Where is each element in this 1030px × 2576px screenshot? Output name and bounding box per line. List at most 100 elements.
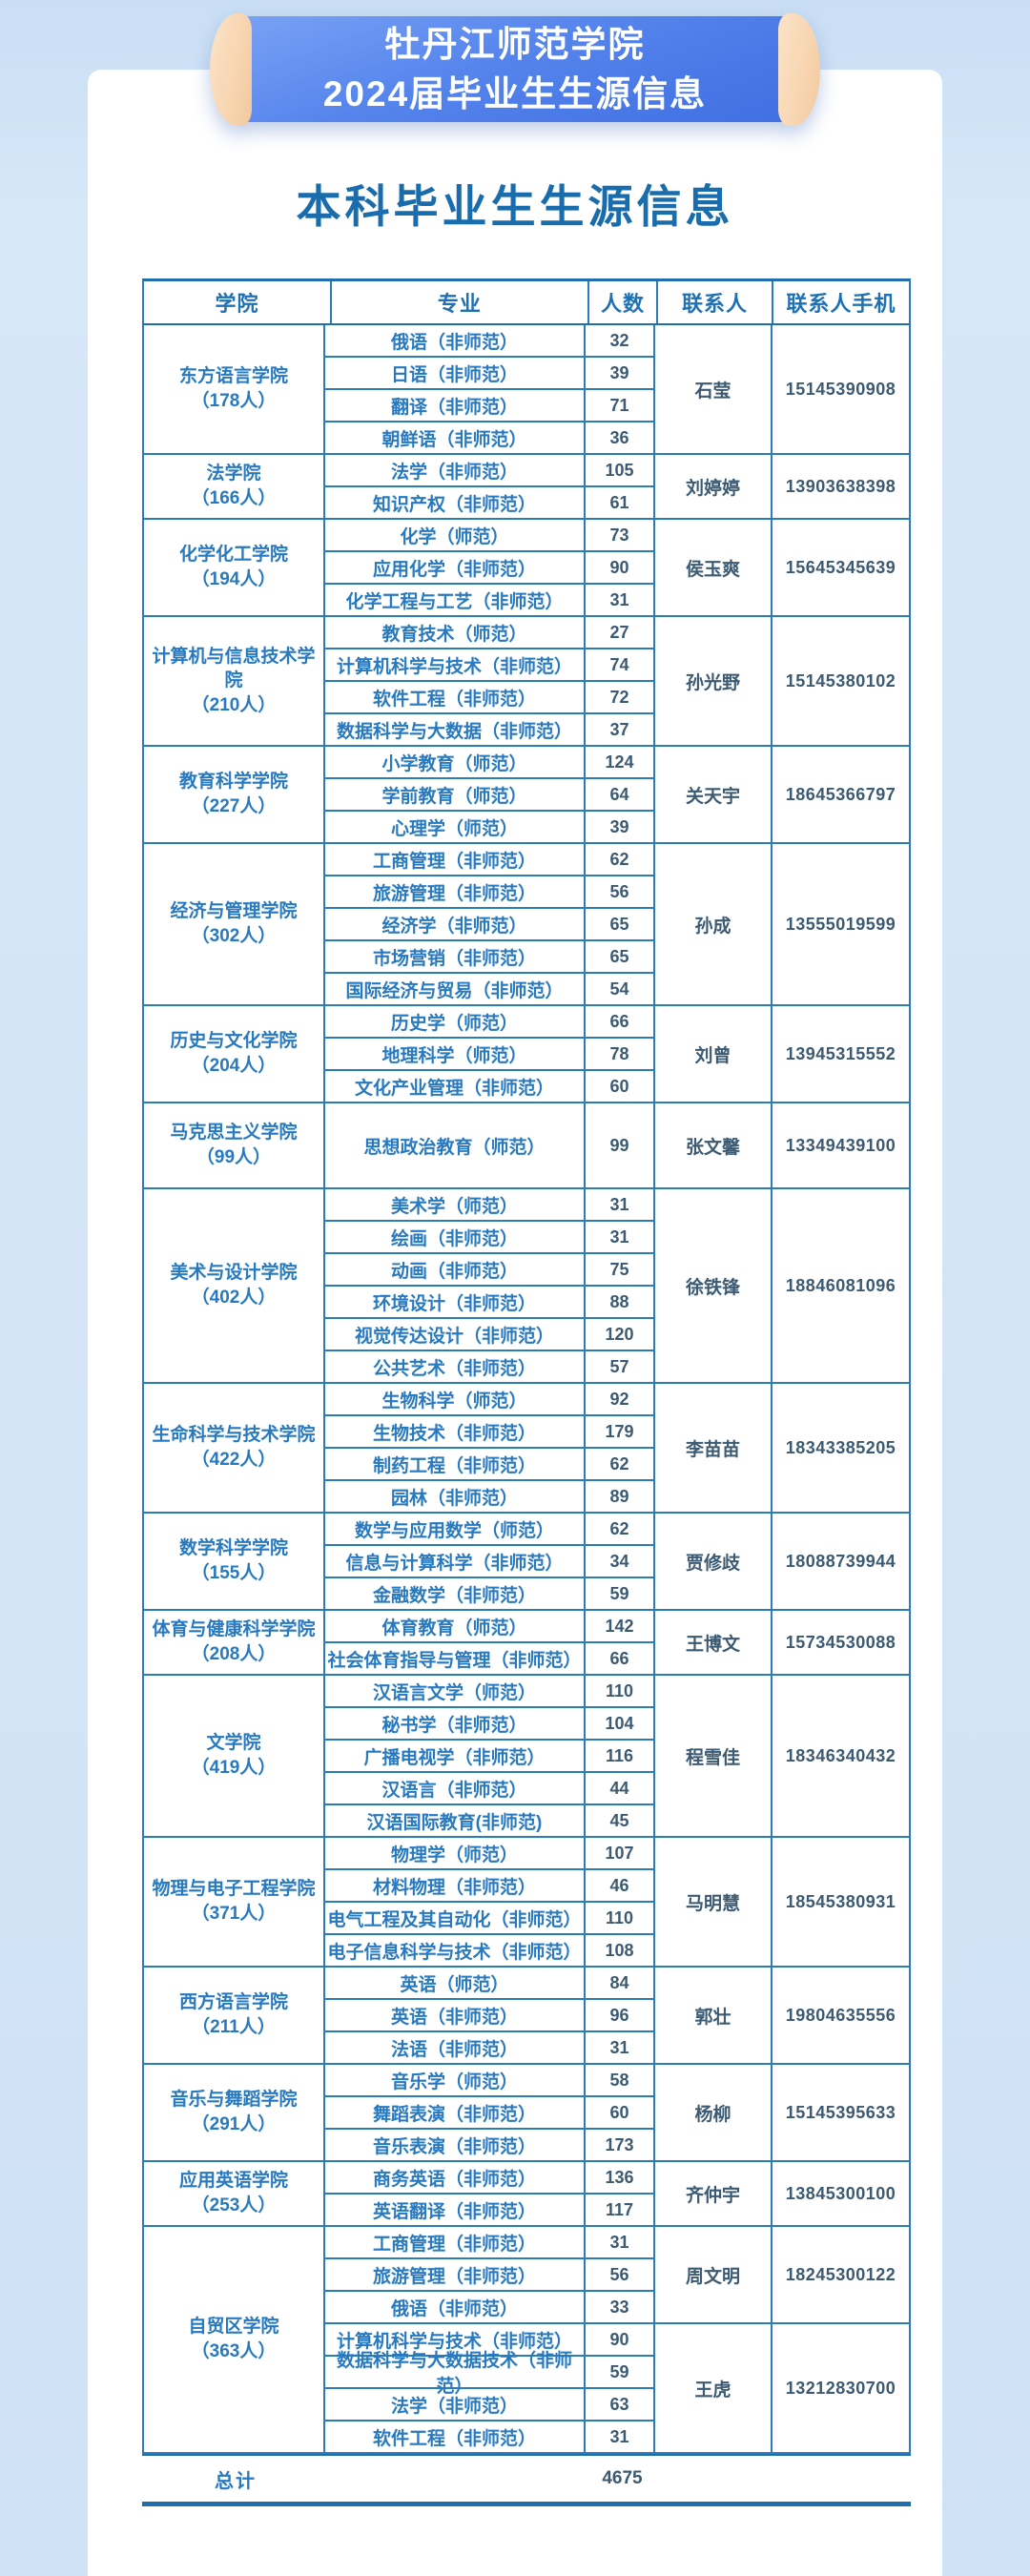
count-cell: 60 <box>584 1071 653 1102</box>
college-cell: 生命科学与技术学院 （422人） <box>144 1384 325 1512</box>
major-row: 数学与应用数学（师范） 62 <box>325 1514 653 1544</box>
major-row: 舞蹈表演（非师范） 60 <box>325 2095 653 2128</box>
count-cell: 88 <box>584 1287 653 1317</box>
college-cell: 应用英语学院 （253人） <box>144 2162 325 2225</box>
contacts-column: 周文明 18245300122 王虎 13212830700 <box>653 2227 909 2452</box>
contact-name-cell: 马明慧 <box>685 1893 740 1914</box>
banner-line-1: 牡丹江师范学院 <box>384 25 646 65</box>
college-size: （227人） <box>191 796 277 816</box>
major-cell: 金融数学（非师范） <box>372 1585 536 1606</box>
contact-group: 徐铁锋 18846081096 <box>655 1189 909 1382</box>
major-cell: 地理科学（师范） <box>381 1045 527 1066</box>
majors-column: 物理学（师范） 107 材料物理（非师范） 46 电气工程及其自动化（非师范） 110 电子… <box>325 1838 653 1966</box>
major-row: 广播电视学（非师范） 116 <box>325 1739 653 1771</box>
footer-total-label: 总计 <box>215 2470 257 2492</box>
major-cell: 动画（非师范） <box>390 1261 518 1282</box>
college-size: （166人） <box>191 488 277 508</box>
major-row: 思想政治教育（师范） 99 <box>325 1103 653 1187</box>
college-size: （419人） <box>191 1758 277 1778</box>
major-cell: 工商管理（非师范） <box>372 2234 536 2255</box>
college-cell: 数学科学学院 （155人） <box>144 1514 325 1609</box>
major-cell: 英语（师范） <box>400 1974 509 1995</box>
major-cell: 社会体育指导与管理（非师范） <box>327 1650 582 1671</box>
major-cell: 美术学（师范） <box>390 1196 518 1217</box>
college-size: （253人） <box>191 2195 277 2215</box>
contact-group: 杨柳 15145395633 <box>655 2065 909 2160</box>
major-row: 电子信息科学与技术（非师范） 108 <box>325 1933 653 1966</box>
college-name: 美术与设计学院 <box>170 1263 298 1284</box>
college-section: 法学院 （166人） 法学（非师范） 105 知识产权（非师范） 61 刘婷婷 1390363… <box>142 455 911 520</box>
major-row: 数据科学与大数据技术（非师范） 59 <box>325 2351 653 2397</box>
count-cell: 74 <box>584 649 653 680</box>
major-cell: 音乐表演（非师范） <box>372 2136 536 2157</box>
major-row: 法学（非师范） 63 <box>325 2387 653 2420</box>
college-cell: 教育科学学院 （227人） <box>144 747 325 842</box>
major-cell: 公共艺术（非师范） <box>372 1358 536 1379</box>
major-row: 动画（非师范） 75 <box>325 1252 653 1285</box>
college-size: （178人） <box>191 391 277 411</box>
major-cell: 汉语言文学（师范） <box>372 1682 536 1703</box>
college-size: （204人） <box>191 1056 277 1076</box>
count-cell: 54 <box>584 974 653 1004</box>
major-row: 化学（师范） 73 <box>325 520 653 550</box>
college-cell: 体育与健康科学学院 （208人） <box>144 1611 325 1674</box>
contact-group: 刘婷婷 13903638398 <box>655 455 909 518</box>
header-contact: 联系人 <box>656 281 771 323</box>
major-row: 音乐表演（非师范） 173 <box>325 2128 653 2160</box>
major-cell: 舞蹈表演（非师范） <box>372 2104 536 2125</box>
college-section: 自贸区学院 （363人） 工商管理（非师范） 31 旅游管理（非师范） 56 俄语（非师范）… <box>142 2227 911 2454</box>
banner-right-cap <box>778 13 820 126</box>
major-row: 绘画（非师范） 31 <box>325 1220 653 1252</box>
contact-group: 关天宇 18645366797 <box>655 747 909 842</box>
major-cell: 数学与应用数学（师范） <box>354 1520 554 1541</box>
college-name: 自贸区学院 <box>188 2317 279 2338</box>
college-cell: 美术与设计学院 （402人） <box>144 1189 325 1382</box>
count-cell: 31 <box>584 2421 653 2452</box>
count-cell: 60 <box>584 2097 653 2128</box>
major-cell: 俄语（非师范） <box>390 332 518 353</box>
count-cell: 92 <box>584 1384 653 1414</box>
college-size: （291人） <box>191 2114 277 2134</box>
count-cell: 34 <box>584 1546 653 1577</box>
source-table: 学院 专业 人数 联系人 联系人手机 东方语言学院 （178人） 俄语（非师范） 32… <box>142 278 911 2506</box>
count-cell: 117 <box>584 2195 653 2225</box>
college-cell: 历史与文化学院 （204人） <box>144 1006 325 1102</box>
college-size: （363人） <box>191 2341 277 2361</box>
count-cell: 62 <box>584 1514 653 1544</box>
count-cell: 56 <box>584 2259 653 2290</box>
major-row: 生物科学（师范） 92 <box>325 1384 653 1414</box>
major-cell: 视觉传达设计（非师范） <box>354 1326 554 1347</box>
college-name: 应用英语学院 <box>178 2171 288 2192</box>
footer-spacer <box>329 2456 587 2502</box>
title-banner: 牡丹江师范学院 2024届毕业生生源信息 <box>210 11 820 134</box>
contact-phone-cell: 18346340432 <box>771 1676 909 1836</box>
contacts-column: 齐仲宇 13845300100 <box>653 2162 909 2225</box>
major-row: 美术学（师范） 31 <box>325 1189 653 1220</box>
major-row: 国际经济与贸易（非师范） 54 <box>325 972 653 1004</box>
contacts-column: 孙光野 15145380102 <box>653 617 909 745</box>
major-row: 英语（师范） 84 <box>325 1968 653 1998</box>
major-cell: 历史学（师范） <box>390 1013 518 1034</box>
major-row: 翻译（非师范） 71 <box>325 388 653 421</box>
footer-spacer <box>657 2456 772 2502</box>
contacts-column: 郭壮 19804635556 <box>653 1968 909 2063</box>
major-row: 软件工程（非师范） 72 <box>325 680 653 712</box>
contact-name-cell: 刘婷婷 <box>685 478 740 499</box>
contact-name-cell: 杨柳 <box>694 2104 731 2125</box>
major-cell: 电气工程及其自动化（非师范） <box>327 1909 582 1930</box>
major-cell: 知识产权（非师范） <box>372 494 536 515</box>
contacts-column: 贾修歧 18088739944 <box>653 1514 909 1609</box>
major-row: 数据科学与大数据（非师范） 37 <box>325 712 653 745</box>
contact-phone-cell: 15145380102 <box>771 617 909 745</box>
count-cell: 105 <box>584 455 653 485</box>
count-cell: 62 <box>584 1449 653 1479</box>
major-row: 商务英语（非师范） 136 <box>325 2162 653 2193</box>
majors-column: 教育技术（师范） 27 计算机科学与技术（非师范） 74 软件工程（非师范） 72 数据科学… <box>325 617 653 745</box>
major-cell: 学前教育（师范） <box>381 786 527 807</box>
contact-phone-cell: 13555019599 <box>771 844 909 1004</box>
count-cell: 61 <box>584 487 653 518</box>
major-row: 音乐学（师范） 58 <box>325 2065 653 2095</box>
count-cell: 65 <box>584 909 653 939</box>
count-cell: 73 <box>584 520 653 550</box>
major-row: 秘书学（非师范） 104 <box>325 1706 653 1739</box>
